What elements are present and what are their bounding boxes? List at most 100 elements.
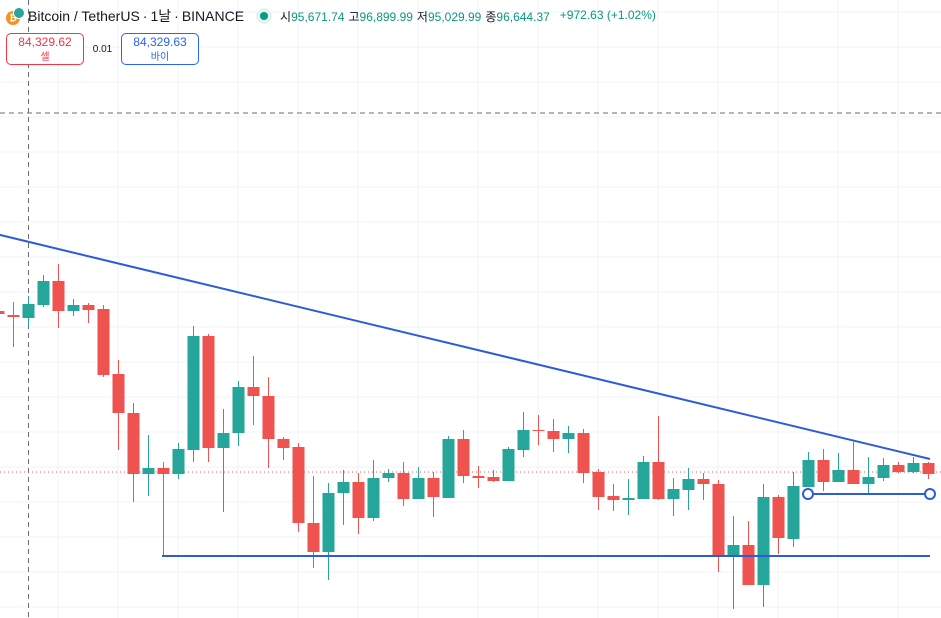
candle[interactable] [517,412,530,457]
candle-body [82,305,95,310]
candle-body [427,478,440,497]
candle[interactable] [337,470,350,525]
candle[interactable] [322,483,335,580]
candle[interactable] [352,473,365,534]
candle-body [367,478,380,518]
candle[interactable] [247,356,260,425]
candle[interactable] [727,516,740,609]
candle-body [682,479,695,490]
candle-body [787,486,800,539]
candle-body [292,447,305,523]
candle[interactable] [577,429,590,483]
candle[interactable] [457,430,470,483]
candle[interactable] [427,472,440,517]
candle-body [712,484,725,556]
candle[interactable] [217,409,230,512]
candle-body [217,433,230,448]
candle[interactable] [142,435,155,496]
candle[interactable] [277,437,290,460]
candle[interactable] [697,473,710,500]
candle[interactable] [907,457,920,473]
close-label: 종 [485,9,497,24]
drag-handle[interactable] [924,488,936,500]
candle-body [532,430,545,431]
candle-body [0,311,5,314]
candle[interactable] [802,452,815,487]
candle[interactable] [442,436,455,498]
candle[interactable] [232,381,245,446]
candle-body [157,468,170,474]
candle[interactable] [877,458,890,481]
trendline[interactable] [0,233,931,460]
candle[interactable] [892,462,905,473]
candle[interactable] [742,521,755,585]
candle[interactable] [712,480,725,572]
candle[interactable] [7,302,20,347]
buy-label: 바이 [150,52,170,63]
candle-body [142,468,155,474]
candle[interactable] [862,457,875,495]
candle-body [442,439,455,498]
candle-body [277,439,290,448]
candle[interactable] [187,326,200,462]
candle[interactable] [637,456,650,499]
candle[interactable] [412,467,425,499]
candle[interactable] [487,470,500,482]
candle[interactable] [472,466,485,488]
candle[interactable] [37,275,50,307]
symbol-name[interactable]: Bitcoin / TetherUS [28,8,140,24]
candle[interactable] [67,299,80,316]
candle[interactable] [847,442,860,484]
candle-body [667,489,680,499]
candle[interactable] [832,453,845,482]
candle[interactable] [127,403,140,502]
candle[interactable] [157,462,170,556]
candle[interactable] [172,443,185,479]
candle[interactable] [772,495,785,554]
candle[interactable] [607,484,620,511]
candle[interactable] [112,360,125,450]
candle[interactable] [367,460,380,521]
candle[interactable] [817,449,830,491]
buy-button[interactable]: 84,329.63 바이 [121,33,199,65]
candle-body [547,431,560,439]
bitcoin-tether-icon: ₿ [6,7,25,25]
candle[interactable] [547,419,560,452]
candle[interactable] [397,462,410,506]
interval[interactable]: 1날 [150,8,172,24]
candle[interactable] [622,479,635,515]
candle[interactable] [652,416,665,500]
candle[interactable] [262,377,275,468]
candle[interactable] [682,468,695,510]
candle[interactable] [787,472,800,547]
candle-body [52,281,65,311]
candle[interactable] [922,462,935,479]
candle[interactable] [22,296,35,326]
candle-body [397,473,410,499]
candle-body [742,545,755,585]
candle[interactable] [52,264,65,328]
candle[interactable] [307,476,320,568]
candle-body [487,477,500,481]
candle[interactable] [532,415,545,445]
sell-button[interactable]: 84,329.62 셀 [6,33,84,65]
candle-body [352,482,365,518]
candle[interactable] [382,469,395,482]
candle[interactable] [502,447,515,481]
trade-panel: 84,329.62 셀 0.01 84,329.63 바이 [6,33,199,65]
candle[interactable] [0,309,5,316]
candle[interactable] [562,426,575,453]
candle[interactable] [757,484,770,607]
candle[interactable] [667,478,680,516]
candle[interactable] [202,334,215,462]
candle[interactable] [82,303,95,323]
candle-body [97,309,110,375]
candle[interactable] [292,443,305,532]
candle[interactable] [592,469,605,510]
candle[interactable] [97,305,110,377]
market-status-icon[interactable] [260,12,269,20]
drag-handle[interactable] [802,488,814,500]
ohlc-values: 시95,671.74 고96,899.99 저95,029.99 종96,644… [280,8,656,25]
candle-body [517,430,530,450]
